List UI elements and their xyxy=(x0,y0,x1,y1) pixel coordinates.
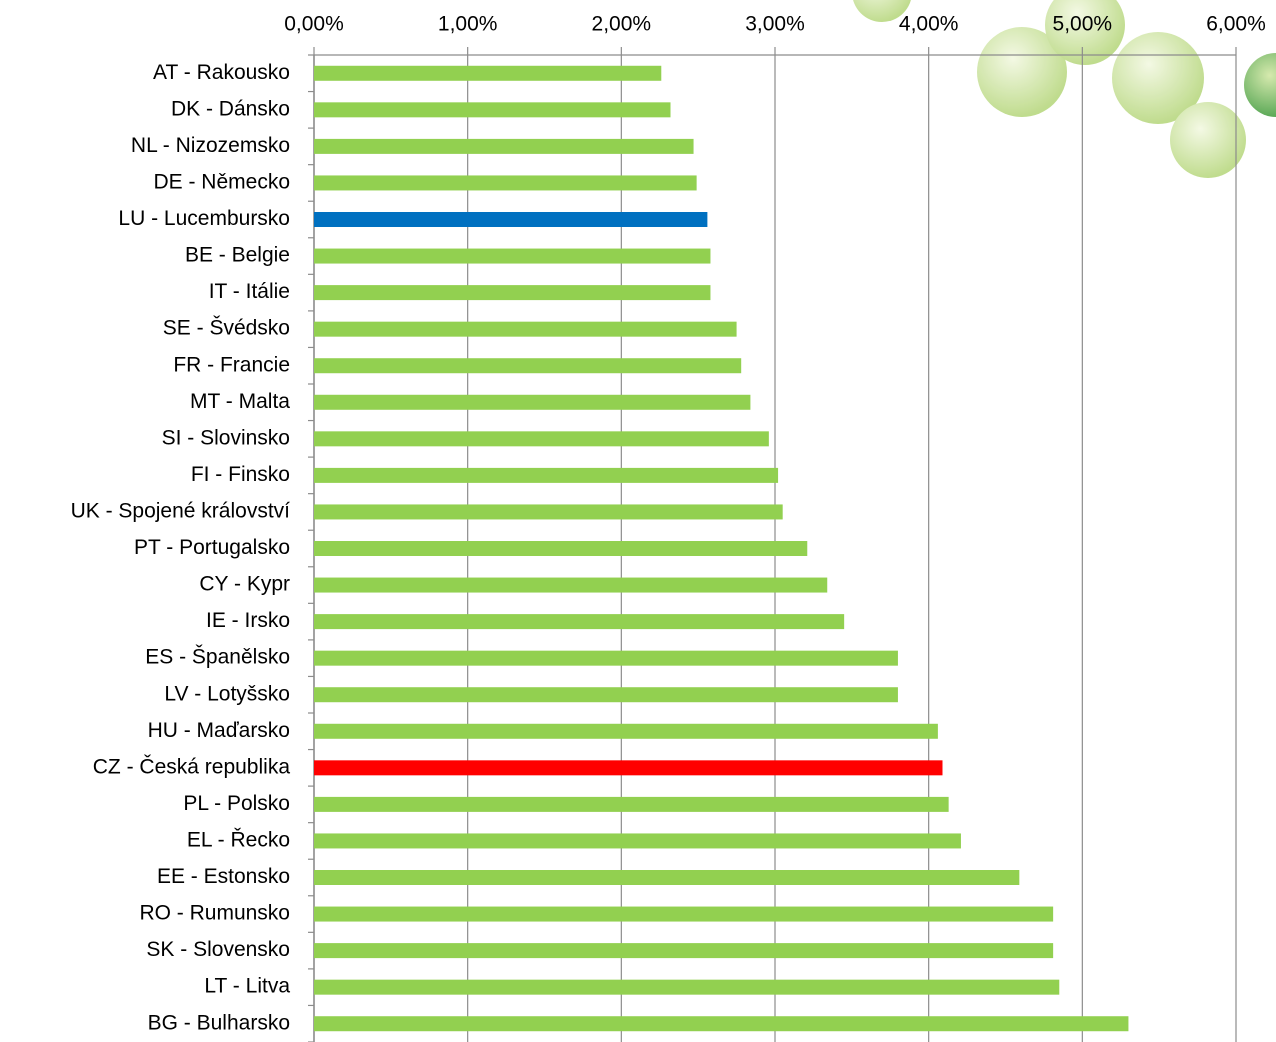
chart: 0,00% 1,00% 2,00% 3,00% 4,00% 5,00% 6,00% AT - … xyxy=(0,0,1276,1042)
bar xyxy=(314,66,661,81)
y-tick-label: EE - Estonsko xyxy=(157,865,290,888)
bar xyxy=(314,687,898,702)
bar xyxy=(314,651,898,666)
y-tick-label: LU - Lucembursko xyxy=(118,207,290,230)
y-tick-label: IT - Itálie xyxy=(209,280,290,303)
bar xyxy=(314,833,961,848)
bar xyxy=(314,322,737,337)
y-tick-label: UK - Spojené království xyxy=(71,499,291,522)
y-tick-label: IE - Irsko xyxy=(206,609,290,632)
bar xyxy=(314,614,844,629)
y-tick-label: HU - Maďarsko xyxy=(148,719,290,742)
bar xyxy=(314,249,710,264)
y-tick-label: SK - Slovensko xyxy=(146,938,290,961)
bar xyxy=(314,724,938,739)
bar xyxy=(314,1016,1128,1031)
x-tick-label: 6,00% xyxy=(1206,13,1266,36)
bar xyxy=(314,504,783,519)
x-tick-label: 5,00% xyxy=(1053,13,1113,36)
y-tick-label: SE - Švédsko xyxy=(163,317,290,340)
y-tick-label: EL - Řecko xyxy=(187,828,290,851)
y-tick-label: RO - Rumunsko xyxy=(139,902,290,925)
x-tick-label: 4,00% xyxy=(899,13,959,36)
bar xyxy=(314,285,710,300)
bar xyxy=(314,870,1019,885)
bar xyxy=(314,541,807,556)
bar xyxy=(314,175,697,190)
x-tick-label: 3,00% xyxy=(745,13,805,36)
bar xyxy=(314,395,750,410)
bar xyxy=(314,431,769,446)
bar xyxy=(314,212,707,227)
y-tick-label: PL - Polsko xyxy=(183,792,290,815)
y-tick-label: AT - Rakousko xyxy=(153,61,290,84)
x-tick-label: 2,00% xyxy=(592,13,652,36)
bar xyxy=(314,797,949,812)
bar xyxy=(314,980,1059,995)
bar xyxy=(314,907,1053,922)
y-tick-label: PT - Portugalsko xyxy=(134,536,290,559)
y-tick-label: SI - Slovinsko xyxy=(162,426,290,449)
bar xyxy=(314,468,778,483)
y-tick-label: MT - Malta xyxy=(190,390,290,413)
bar xyxy=(314,358,741,373)
bar xyxy=(314,139,694,154)
y-tick-label: DE - Německo xyxy=(153,170,290,193)
y-tick-label: NL - Nizozemsko xyxy=(131,134,290,157)
y-tick-label: CY - Kypr xyxy=(199,573,290,596)
y-tick-label: BE - Belgie xyxy=(185,244,290,267)
bar xyxy=(314,943,1053,958)
bar xyxy=(314,102,671,117)
bar xyxy=(314,578,827,593)
y-tick-label: LV - Lotyšsko xyxy=(164,682,290,705)
page: {"chart_data": {"type": "barh", "categor… xyxy=(0,0,1276,1042)
y-tick-label: FI - Finsko xyxy=(191,463,290,486)
y-tick-label: BG - Bulharsko xyxy=(148,1011,290,1034)
y-tick-label: ES - Španělsko xyxy=(145,646,290,669)
x-tick-label: 0,00% xyxy=(284,13,344,36)
x-tick-label: 1,00% xyxy=(438,13,498,36)
y-tick-label: FR - Francie xyxy=(173,353,290,376)
y-tick-label: DK - Dánsko xyxy=(171,97,290,120)
y-tick-label: CZ - Česká republika xyxy=(93,755,291,778)
y-tick-label: LT - Litva xyxy=(204,975,290,998)
bar xyxy=(314,760,942,775)
